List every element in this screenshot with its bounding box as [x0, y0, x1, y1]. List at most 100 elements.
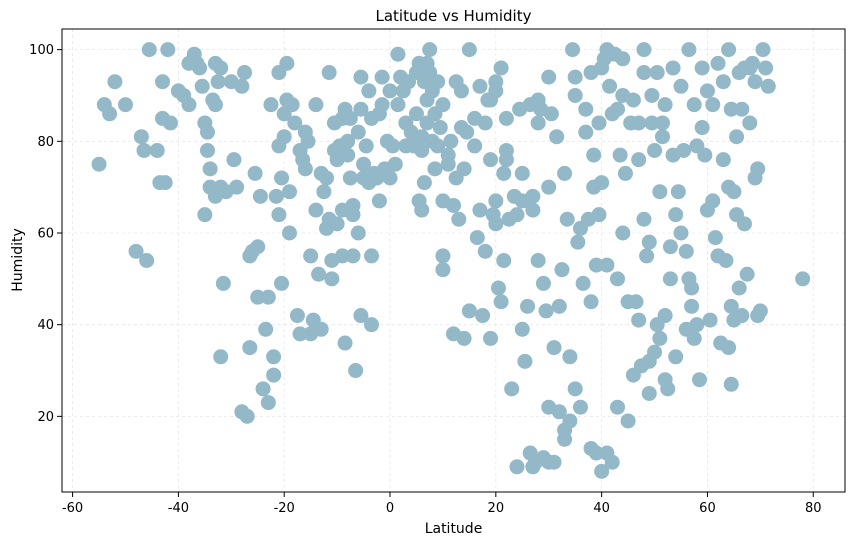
data-point: [604, 454, 620, 470]
data-point: [625, 92, 641, 108]
data-point: [636, 65, 652, 81]
data-point: [726, 184, 742, 200]
data-point: [490, 280, 506, 296]
y-tick-label: 60: [37, 226, 54, 241]
data-point: [723, 376, 739, 392]
data-point: [102, 106, 118, 122]
data-point: [591, 207, 607, 223]
data-point: [686, 330, 702, 346]
data-point: [641, 234, 657, 250]
data-point: [676, 142, 692, 158]
data-point: [149, 142, 165, 158]
data-point: [430, 138, 446, 154]
data-point: [578, 101, 594, 117]
data-point: [284, 97, 300, 113]
data-point: [498, 110, 514, 126]
data-point: [631, 312, 647, 328]
data-point: [453, 83, 469, 99]
data-point: [673, 225, 689, 241]
data-point: [324, 271, 340, 287]
data-point: [715, 74, 731, 90]
data-point: [353, 101, 369, 117]
data-point: [268, 188, 284, 204]
data-point: [684, 280, 700, 296]
data-point: [382, 83, 398, 99]
data-point: [488, 193, 504, 209]
data-point: [255, 381, 271, 397]
data-point: [721, 340, 737, 356]
data-point: [718, 253, 734, 268]
data-point: [430, 74, 446, 90]
data-point: [390, 46, 406, 62]
data-point: [213, 60, 229, 76]
data-point: [541, 179, 557, 195]
data-point: [543, 106, 559, 122]
data-point: [356, 156, 372, 172]
data-point: [705, 97, 721, 113]
data-point: [469, 230, 485, 246]
data-point: [549, 129, 565, 145]
data-point: [562, 413, 578, 429]
data-point: [641, 385, 657, 401]
data-point: [586, 147, 602, 163]
data-point: [588, 257, 604, 273]
data-point: [435, 262, 451, 278]
data-point: [538, 303, 554, 319]
data-point: [530, 253, 546, 268]
data-point: [266, 349, 282, 365]
data-point: [160, 42, 176, 58]
data-point: [705, 193, 721, 209]
data-point: [461, 42, 477, 58]
data-point: [361, 83, 377, 99]
data-point: [591, 115, 607, 131]
data-point: [274, 170, 290, 186]
data-point: [689, 317, 705, 333]
data-point: [723, 101, 739, 117]
data-point: [313, 321, 329, 337]
data-point: [610, 399, 626, 415]
data-point: [181, 97, 197, 113]
data-point: [493, 294, 509, 310]
data-point: [427, 161, 443, 177]
data-point: [472, 78, 488, 94]
data-point: [734, 308, 750, 324]
data-point: [496, 165, 512, 181]
data-point: [602, 78, 618, 94]
data-point: [710, 55, 726, 71]
data-point: [657, 308, 673, 324]
data-point: [432, 120, 448, 136]
data-point: [530, 115, 546, 131]
data-point: [281, 225, 297, 241]
data-point: [194, 78, 210, 94]
data-point: [639, 248, 655, 264]
data-point: [337, 335, 353, 351]
data-point: [274, 275, 290, 291]
data-point: [287, 115, 303, 131]
data-point: [694, 120, 710, 136]
data-point: [342, 110, 358, 126]
data-point: [594, 463, 610, 479]
data-point: [350, 124, 366, 140]
data-point: [628, 294, 644, 310]
data-point: [199, 124, 215, 140]
data-point: [509, 207, 525, 223]
data-point: [535, 275, 551, 291]
data-point: [755, 42, 771, 58]
data-point: [498, 152, 514, 168]
data-point: [422, 42, 438, 58]
data-point: [546, 454, 562, 470]
data-point: [260, 395, 276, 411]
data-point: [363, 317, 379, 333]
data-point: [374, 69, 390, 85]
data-point: [215, 275, 231, 291]
x-tick-label: 40: [593, 501, 610, 516]
data-point: [300, 133, 316, 149]
data-point: [408, 106, 424, 122]
data-point: [684, 298, 700, 314]
data-point: [734, 101, 750, 117]
data-point: [446, 197, 461, 213]
y-tick-label: 20: [37, 410, 54, 425]
data-point: [673, 78, 689, 94]
data-point: [610, 271, 626, 287]
data-point: [276, 129, 292, 145]
